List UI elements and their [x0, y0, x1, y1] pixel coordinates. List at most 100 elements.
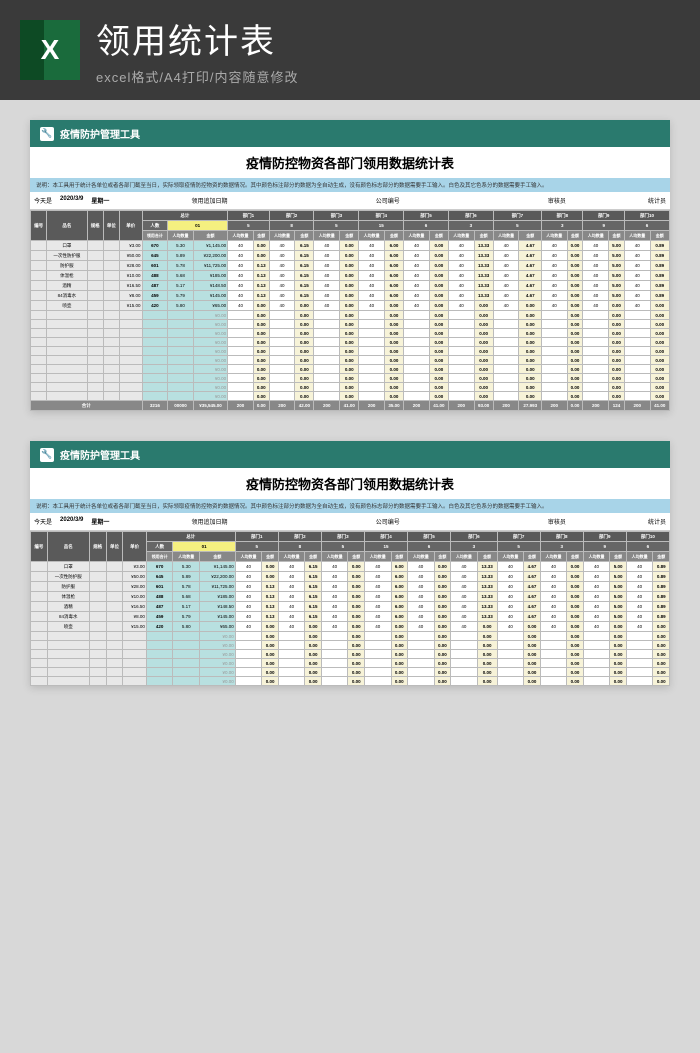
cell-qty[interactable]: 40	[626, 572, 653, 582]
empty-cell[interactable]	[269, 311, 295, 320]
cell-spec[interactable]	[87, 261, 103, 271]
cell-price[interactable]: ¥8.00	[123, 612, 146, 622]
cell-qty[interactable]: 40	[235, 602, 262, 612]
empty-cell[interactable]	[364, 632, 391, 641]
empty-cell[interactable]	[448, 365, 474, 374]
empty-cell[interactable]	[404, 320, 430, 329]
empty-cell[interactable]	[540, 659, 567, 668]
cell-qty[interactable]: 40	[542, 251, 568, 261]
empty-cell[interactable]	[87, 356, 103, 365]
empty-cell[interactable]	[87, 383, 103, 392]
cell-qty[interactable]: 40	[542, 271, 568, 281]
cell-spec[interactable]	[89, 572, 106, 582]
cell-qty[interactable]: 40	[408, 562, 435, 572]
cell-unit[interactable]	[103, 241, 119, 251]
empty-cell[interactable]	[269, 374, 295, 383]
cell-spec[interactable]	[89, 562, 106, 572]
cell-qty[interactable]: 40	[542, 241, 568, 251]
empty-cell[interactable]	[314, 383, 340, 392]
cell-qty[interactable]: 40	[278, 622, 305, 632]
empty-cell[interactable]	[497, 677, 524, 686]
empty-cell[interactable]	[119, 347, 142, 356]
cell-qty[interactable]: 40	[451, 622, 478, 632]
empty-cell[interactable]	[404, 347, 430, 356]
empty-cell[interactable]	[542, 356, 568, 365]
cell-unit[interactable]	[103, 281, 119, 291]
cell-qty[interactable]: 40	[359, 251, 385, 261]
empty-cell[interactable]	[540, 668, 567, 677]
empty-cell[interactable]	[31, 659, 48, 668]
cell-qty[interactable]: 40	[408, 622, 435, 632]
empty-cell[interactable]	[404, 311, 430, 320]
cell-qty[interactable]: 40	[624, 291, 650, 301]
empty-cell[interactable]	[31, 632, 48, 641]
cell-qty[interactable]: 40	[278, 612, 305, 622]
empty-cell[interactable]	[497, 650, 524, 659]
cell-qty[interactable]: 40	[448, 301, 474, 311]
empty-cell[interactable]	[321, 677, 348, 686]
empty-cell[interactable]	[493, 311, 519, 320]
empty-cell[interactable]	[269, 338, 295, 347]
empty-cell[interactable]	[448, 329, 474, 338]
empty-cell[interactable]	[106, 632, 123, 641]
empty-cell[interactable]	[359, 338, 385, 347]
cell-price[interactable]: ¥15.00	[119, 301, 142, 311]
cell-qty[interactable]: 40	[359, 241, 385, 251]
cell-price[interactable]: ¥28.00	[123, 582, 146, 592]
empty-cell[interactable]	[404, 338, 430, 347]
cell-qty[interactable]: 40	[404, 301, 430, 311]
cell-qty[interactable]: 40	[583, 562, 610, 572]
empty-cell[interactable]	[269, 392, 295, 401]
empty-cell[interactable]	[103, 374, 119, 383]
empty-cell[interactable]	[624, 311, 650, 320]
empty-cell[interactable]	[583, 320, 609, 329]
cell-qty[interactable]: 40	[404, 281, 430, 291]
cell-qty[interactable]: 40	[278, 582, 305, 592]
empty-cell[interactable]	[103, 338, 119, 347]
cell-qty[interactable]: 40	[626, 562, 653, 572]
cell-unit[interactable]	[106, 562, 123, 572]
empty-cell[interactable]	[359, 356, 385, 365]
empty-cell[interactable]	[228, 338, 254, 347]
cell-qty[interactable]: 40	[583, 592, 610, 602]
cell-spec[interactable]	[87, 281, 103, 291]
cell-qty[interactable]: 40	[583, 271, 609, 281]
empty-cell[interactable]	[314, 356, 340, 365]
cell-qty[interactable]: 40	[451, 562, 478, 572]
empty-cell[interactable]	[540, 677, 567, 686]
cell-qty[interactable]: 40	[364, 582, 391, 592]
empty-cell[interactable]	[583, 365, 609, 374]
empty-cell[interactable]	[269, 356, 295, 365]
cell-qty[interactable]: 40	[583, 301, 609, 311]
empty-cell[interactable]	[364, 668, 391, 677]
empty-cell[interactable]	[228, 356, 254, 365]
empty-cell[interactable]	[404, 392, 430, 401]
empty-cell[interactable]	[624, 356, 650, 365]
cell-qty[interactable]: 40	[451, 612, 478, 622]
empty-cell[interactable]	[31, 320, 47, 329]
empty-cell[interactable]	[542, 374, 568, 383]
empty-cell[interactable]	[497, 659, 524, 668]
cell-qty[interactable]: 40	[404, 271, 430, 281]
cell-qty[interactable]: 40	[540, 582, 567, 592]
empty-cell[interactable]	[228, 320, 254, 329]
cell-spec[interactable]	[89, 602, 106, 612]
empty-cell[interactable]	[47, 668, 89, 677]
cell-qty[interactable]: 40	[364, 612, 391, 622]
cell-unit[interactable]	[106, 622, 123, 632]
empty-cell[interactable]	[31, 650, 48, 659]
cell-qty[interactable]: 40	[235, 572, 262, 582]
empty-cell[interactable]	[542, 392, 568, 401]
cell-qty[interactable]: 40	[448, 241, 474, 251]
cell-qty[interactable]: 40	[359, 271, 385, 281]
cell-seq[interactable]	[31, 291, 47, 301]
cell-qty[interactable]: 40	[542, 301, 568, 311]
cell-qty[interactable]: 40	[314, 241, 340, 251]
cell-qty[interactable]: 40	[542, 281, 568, 291]
cell-qty[interactable]: 40	[314, 281, 340, 291]
cell-qty[interactable]: 40	[540, 602, 567, 612]
empty-cell[interactable]	[540, 650, 567, 659]
empty-cell[interactable]	[451, 677, 478, 686]
empty-cell[interactable]	[31, 641, 48, 650]
empty-cell[interactable]	[314, 374, 340, 383]
